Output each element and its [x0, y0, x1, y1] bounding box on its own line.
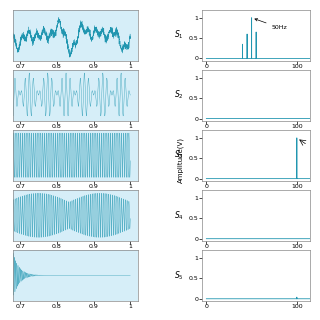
Y-axis label: $S_1$: $S_1$	[174, 29, 184, 41]
Y-axis label: $S_2$: $S_2$	[174, 89, 184, 101]
Text: 50Hz: 50Hz	[255, 19, 287, 30]
Y-axis label: $S_4$: $S_4$	[174, 209, 184, 221]
Y-axis label: $S_5$: $S_5$	[174, 269, 184, 282]
Text: Amplitude(V): Amplitude(V)	[178, 137, 184, 183]
Y-axis label: $S_3$: $S_3$	[174, 149, 184, 162]
